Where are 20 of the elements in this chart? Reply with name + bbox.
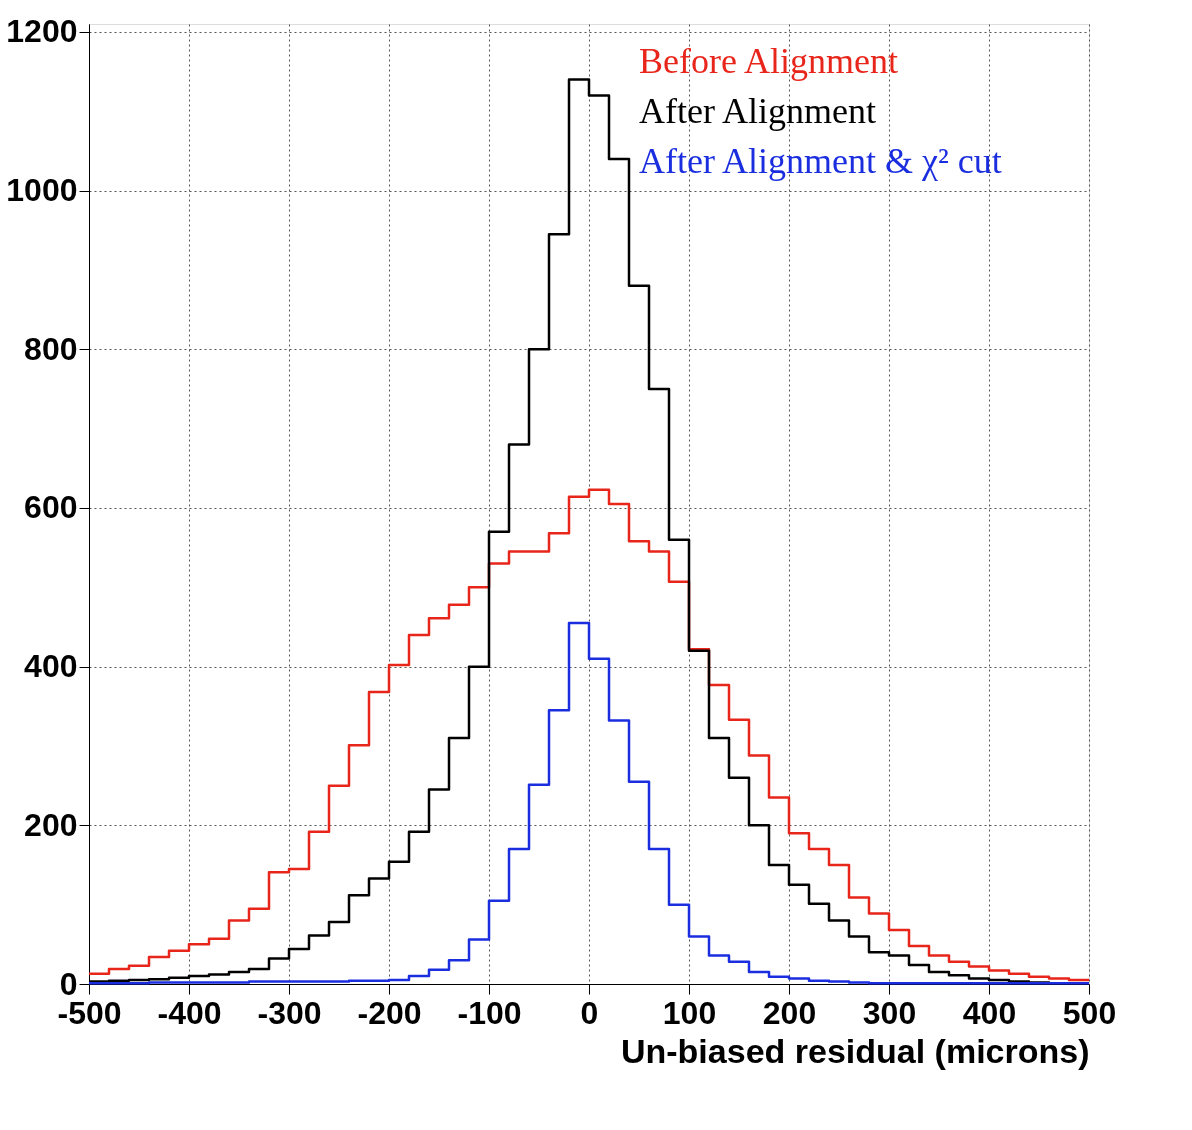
x-tick-label: -300 <box>257 994 322 1031</box>
x-tick-label: 100 <box>662 994 717 1031</box>
x-tick-label: 400 <box>962 994 1017 1031</box>
x-tick-label: -200 <box>357 994 422 1031</box>
series-label: After Alignment <box>639 91 876 131</box>
y-tick-label: 1000 <box>6 172 78 209</box>
x-tick-label: 300 <box>862 994 917 1031</box>
x-tick-label: -400 <box>157 994 222 1031</box>
y-tick-label: 200 <box>24 806 78 843</box>
text: After Alignment & χ² cut <box>639 141 1002 181</box>
y-tick-label: 400 <box>24 648 78 685</box>
y-tick-label: 600 <box>24 489 78 526</box>
text: Before Alignment <box>639 41 898 81</box>
x-tick-label: 0 <box>580 994 599 1031</box>
x-axis-title: Un-biased residual (microns) <box>620 1031 1090 1070</box>
x-tick-label: 500 <box>1062 994 1117 1031</box>
y-tick-label: 1200 <box>6 13 78 50</box>
x-tick-label: 200 <box>762 994 817 1031</box>
x-tick-label: -100 <box>457 994 522 1031</box>
y-tick-label: 800 <box>24 330 78 367</box>
